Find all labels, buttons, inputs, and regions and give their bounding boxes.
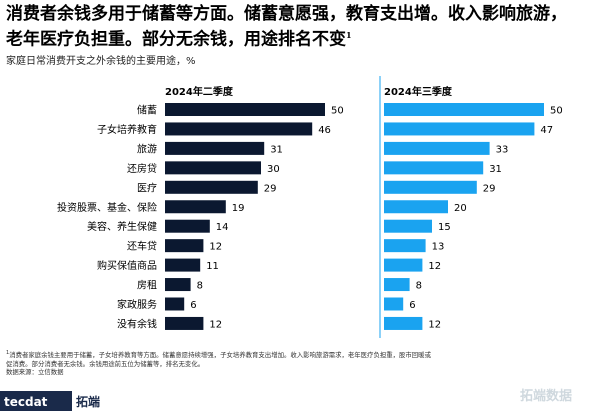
footnote: 1消费者家庭余钱主要用于储蓄，子女培养教育等方面。储蓄意愿持续增强，子女培养教育… — [6, 349, 506, 377]
data-label-s2-0: 50 — [550, 106, 563, 117]
bar-s1-7 — [165, 239, 204, 253]
title-footnote-mark: 1 — [346, 30, 352, 40]
bar-s2-2 — [384, 141, 490, 155]
bar-s1-10 — [165, 297, 185, 311]
bar-s1-0 — [165, 103, 325, 116]
bar-s1-8 — [165, 258, 201, 272]
category-label-2: 旅游 — [137, 142, 157, 155]
data-label-s1-7: 12 — [209, 242, 222, 253]
data-label-s2-5: 20 — [454, 203, 467, 214]
footnote-source: 数据来源：立信数据 — [6, 368, 64, 377]
category-label-9: 房租 — [137, 279, 157, 292]
bar-s2-8 — [384, 258, 423, 272]
bar-s1-3 — [165, 161, 261, 175]
bar-s1-9 — [165, 278, 191, 292]
data-label-s1-6: 14 — [216, 222, 229, 233]
data-label-s2-1: 47 — [540, 125, 553, 136]
data-label-s1-0: 50 — [331, 106, 344, 117]
bar-s2-10 — [384, 297, 404, 311]
bar-s2-6 — [384, 219, 432, 233]
title-line-2-text: 老年医疗负担重。部分无余钱，用途排名不变 — [6, 29, 346, 50]
category-label-4: 医疗 — [137, 181, 157, 194]
category-label-3: 还房贷 — [127, 162, 157, 175]
watermark: 拓端数据 — [520, 389, 573, 404]
data-label-s2-10: 6 — [409, 300, 415, 311]
data-label-s2-11: 12 — [428, 319, 441, 330]
data-label-s2-2: 33 — [496, 144, 509, 155]
bar-s2-5 — [384, 200, 448, 214]
data-label-s1-11: 12 — [209, 319, 222, 330]
bar-s2-1 — [384, 122, 535, 136]
bar-s2-4 — [384, 180, 477, 194]
bar-s1-2 — [165, 141, 265, 155]
bar-s1-5 — [165, 200, 226, 214]
data-label-s2-6: 15 — [438, 222, 451, 233]
data-label-s1-4: 29 — [264, 183, 277, 194]
data-label-s1-5: 19 — [232, 203, 245, 214]
tecdat-logo: tecdat 拓端 — [0, 391, 100, 411]
footnote-line-1: 消费者家庭余钱主要用于储蓄，子女培养教育等方面。储蓄意愿持续增强，子女培养教育支… — [9, 351, 431, 360]
category-label-7: 还车贷 — [127, 240, 157, 253]
bar-s2-11 — [384, 316, 423, 330]
category-label-8: 购买保值商品 — [97, 259, 157, 272]
data-label-s1-8: 11 — [206, 261, 219, 272]
bar-s1-6 — [165, 219, 210, 233]
series-header-2: 2024年三季度 — [384, 85, 453, 98]
data-label-s2-9: 8 — [416, 281, 422, 292]
chart-title: 消费者余钱多用于储蓄等方面。储蓄意愿强，教育支出增。收入影响旅游， 老年医疗负担… — [6, 4, 596, 51]
category-label-5: 投资股票、基金、保险 — [57, 201, 157, 214]
data-label-s1-1: 46 — [318, 125, 331, 136]
series-header-1: 2024年二季度 — [165, 85, 234, 98]
data-label-s1-2: 31 — [270, 144, 283, 155]
logo-text: tecdat — [4, 395, 48, 409]
data-label-s1-3: 30 — [267, 164, 280, 175]
bar-s2-7 — [384, 239, 426, 253]
category-label-1: 子女培养教育 — [97, 123, 157, 136]
footnote-body: 1消费者家庭余钱主要用于储蓄，子女培养教育等方面。储蓄意愿持续增强，子女培养教育… — [6, 349, 506, 360]
category-label-10: 家政服务 — [117, 298, 157, 311]
data-label-s1-10: 6 — [190, 300, 196, 311]
logo-badge — [0, 391, 72, 411]
title-line-2: 老年医疗负担重。部分无余钱，用途排名不变1 — [6, 25, 596, 51]
data-label-s1-9: 8 — [197, 281, 203, 292]
data-label-s2-4: 29 — [483, 183, 496, 194]
footnote-line-2: 促消费。部分消费者无余钱。余钱用途前五位为储蓄等，排名无变化。 — [6, 359, 205, 368]
bar-s1-1 — [165, 122, 313, 136]
bar-s1-11 — [165, 316, 204, 330]
footnote-mark: 1 — [6, 350, 10, 356]
bar-s2-9 — [384, 278, 410, 292]
logo-cn-text: 拓端 — [76, 394, 100, 409]
category-label-6: 美容、养生保健 — [87, 220, 157, 233]
data-label-s2-7: 13 — [432, 242, 445, 253]
bar-s2-3 — [384, 161, 484, 175]
data-label-s2-8: 12 — [428, 261, 441, 272]
data-label-s2-3: 31 — [489, 164, 502, 175]
title-line-1: 消费者余钱多用于储蓄等方面。储蓄意愿强，教育支出增。收入影响旅游， — [6, 4, 567, 24]
bar-s2-0 — [384, 103, 544, 116]
category-label-11: 没有余钱 — [117, 317, 157, 330]
bar-chart: 2024年二季度50463130291914121186122024年三季度50… — [57, 76, 563, 338]
category-label-0: 储蓄 — [137, 104, 157, 117]
bar-s1-4 — [165, 180, 258, 194]
chart-subtitle: 家庭日常消费开支之外余钱的主要用途，% — [6, 56, 196, 67]
